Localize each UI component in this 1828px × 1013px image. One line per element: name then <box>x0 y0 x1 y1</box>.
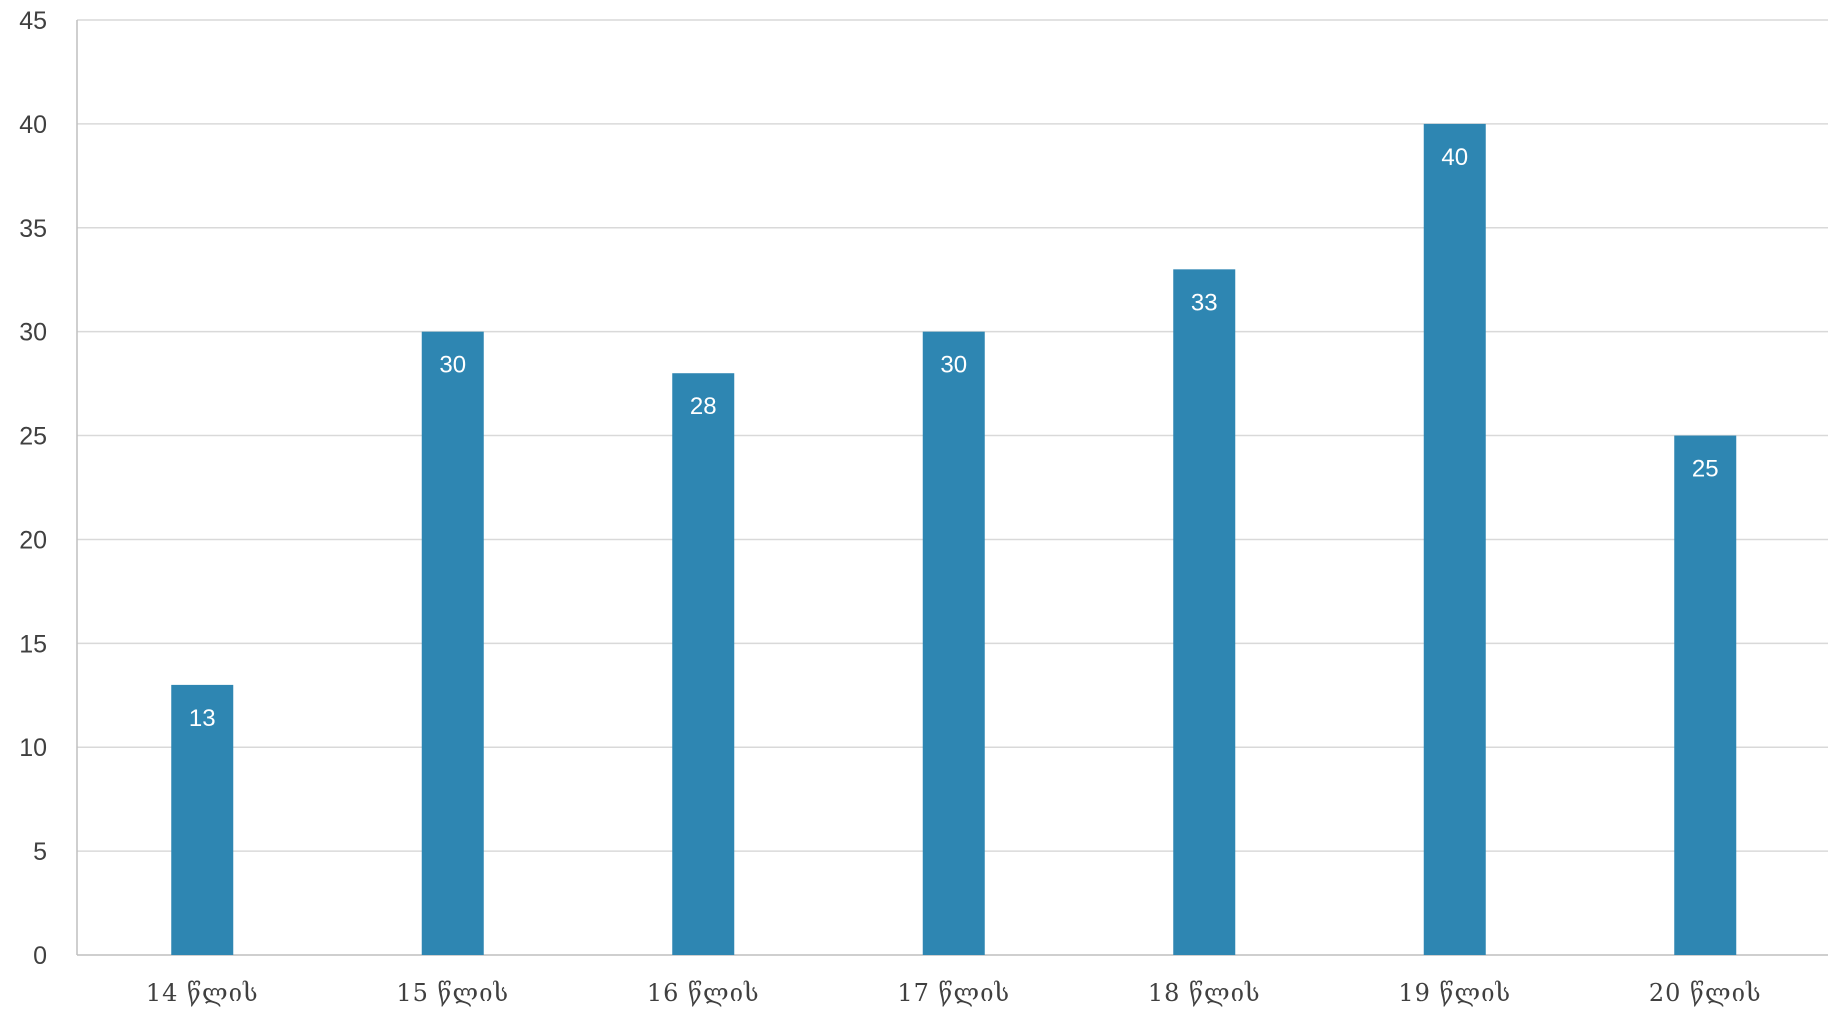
bar <box>1423 123 1486 955</box>
y-axis-ticks: 0 5 10 15 20 25 30 35 40 45 <box>19 7 47 970</box>
y-tick-label: 40 <box>19 111 47 139</box>
y-tick-label: 10 <box>19 734 47 762</box>
bar <box>421 331 484 956</box>
data-label: 28 <box>690 393 717 420</box>
data-label: 13 <box>189 705 216 732</box>
x-tick-label: 15 წლის <box>396 979 509 1007</box>
y-tick-label: 20 <box>19 526 47 554</box>
y-tick-label: 0 <box>33 942 47 970</box>
bar <box>672 373 735 955</box>
y-tick-label: 30 <box>19 319 47 347</box>
data-label: 30 <box>439 352 466 379</box>
y-tick-label: 25 <box>19 423 47 451</box>
y-tick-label: 45 <box>19 7 47 35</box>
x-tick-label: 14 წლის <box>146 979 259 1007</box>
y-tick-label: 35 <box>19 215 47 243</box>
x-tick-label: 18 წლის <box>1148 979 1261 1007</box>
data-label: 30 <box>940 352 967 379</box>
bars <box>171 123 1737 956</box>
data-label: 33 <box>1191 289 1218 316</box>
data-labels: 13 30 28 30 33 40 25 <box>189 144 1719 732</box>
data-label: 25 <box>1692 456 1719 483</box>
x-tick-label: 16 წლის <box>647 979 760 1007</box>
x-axis-ticks: 14 წლის 15 წლის 16 წლის 17 წლის 18 წლის 19 წლ… <box>146 979 1762 1007</box>
data-label: 40 <box>1441 144 1468 171</box>
bar <box>922 331 985 956</box>
y-tick-label: 5 <box>33 838 47 866</box>
x-tick-label: 17 წლის <box>897 979 1010 1007</box>
x-tick-label: 19 წლის <box>1398 979 1511 1007</box>
bar <box>1674 435 1737 955</box>
bar <box>1173 269 1236 955</box>
x-tick-label: 20 წლის <box>1649 979 1762 1007</box>
y-tick-label: 15 <box>19 630 47 658</box>
bar <box>171 684 234 955</box>
